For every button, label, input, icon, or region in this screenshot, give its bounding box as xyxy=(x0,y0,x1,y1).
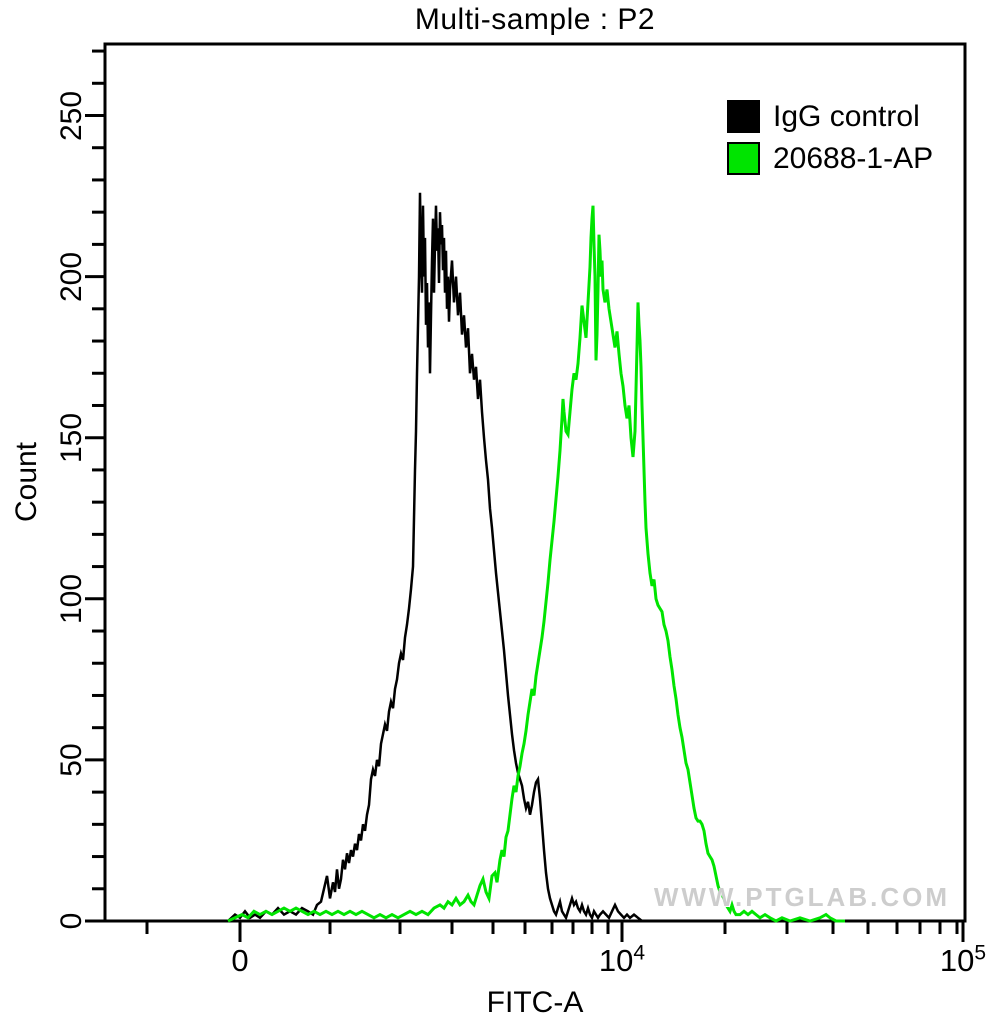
y-tick-label: 100 xyxy=(55,573,88,624)
x-tick-1-base: 10 xyxy=(598,943,634,978)
x-tick-label-1e4: 104 xyxy=(577,941,667,978)
x-tick-2-exp: 5 xyxy=(974,941,987,965)
chart-title: Multi-sample : P2 xyxy=(414,3,656,36)
x-axis-label: FITC-A xyxy=(486,986,584,1019)
x-tick-2-base: 10 xyxy=(939,943,975,978)
y-tick-label: 250 xyxy=(55,90,88,141)
y-tick-label: 150 xyxy=(55,412,88,463)
y-tick-label: 50 xyxy=(55,743,88,777)
legend: IgG control 20688-1-AP xyxy=(727,99,934,185)
histogram-curve-igg-control xyxy=(227,192,648,923)
x-tick-0-base: 0 xyxy=(231,943,249,978)
y-axis-label: Count xyxy=(10,441,43,523)
x-tick-label-1e5: 105 xyxy=(918,941,1007,978)
watermark: WWW.PTGLAB.COM xyxy=(653,882,950,912)
plot-border xyxy=(103,42,967,923)
legend-item-antibody: 20688-1-AP xyxy=(727,141,934,175)
legend-swatch-green xyxy=(727,142,760,175)
legend-label-igg-control: IgG control xyxy=(773,99,920,133)
y-tick-label: 200 xyxy=(55,251,88,302)
legend-label-antibody: 20688-1-AP xyxy=(773,141,934,175)
x-tick-label-0: 0 xyxy=(195,944,285,978)
x-tick-1-exp: 4 xyxy=(633,941,646,965)
y-tick-label: 0 xyxy=(55,912,88,930)
legend-item-igg-control: IgG control xyxy=(727,99,933,133)
legend-swatch-black xyxy=(727,100,760,133)
histogram-curve-antibody xyxy=(227,205,845,923)
